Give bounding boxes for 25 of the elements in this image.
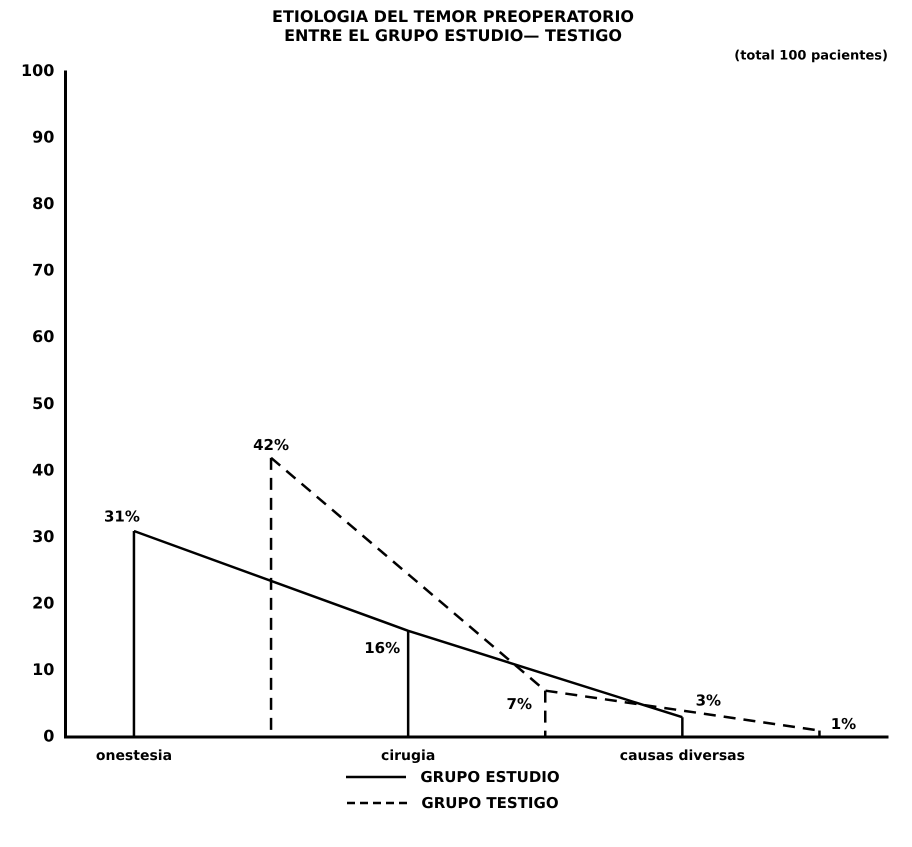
y-tick-label: 70 bbox=[32, 260, 54, 280]
legend-label: GRUPO TESTIGO bbox=[421, 794, 559, 812]
data-label: 31% bbox=[104, 507, 140, 526]
data-label: 3% bbox=[696, 692, 722, 710]
data-label: 7% bbox=[506, 695, 532, 714]
data-label: 1% bbox=[830, 714, 856, 733]
y-tick-label: 100 bbox=[20, 61, 54, 80]
y-tick-label: 50 bbox=[32, 394, 54, 413]
y-tick-label: 20 bbox=[32, 593, 54, 612]
y-tick-label: 60 bbox=[32, 327, 54, 346]
chart-subtitle: (total 100 pacientes) bbox=[734, 48, 888, 64]
y-tick-label: 30 bbox=[32, 526, 54, 546]
x-tick-label: cirugia bbox=[381, 748, 436, 764]
text: ETIOLOGIA DEL TEMOR PREOPERATORIO bbox=[272, 6, 634, 26]
data-label: 42% bbox=[253, 436, 289, 454]
x-tick-label: causas diversas bbox=[620, 748, 745, 764]
x-tick-label: onestesia bbox=[96, 748, 172, 764]
y-tick-label: 10 bbox=[32, 660, 54, 679]
y-tick-label: 90 bbox=[32, 128, 54, 147]
legend-label: GRUPO ESTUDIO bbox=[420, 768, 560, 786]
data-label: 16% bbox=[364, 639, 400, 658]
y-tick-label: 80 bbox=[32, 194, 54, 214]
y-tick-label: 40 bbox=[32, 460, 54, 480]
text: ENTRE EL GRUPO ESTUDIO— TESTIGO bbox=[284, 26, 622, 45]
y-tick-label: 0 bbox=[43, 726, 54, 746]
